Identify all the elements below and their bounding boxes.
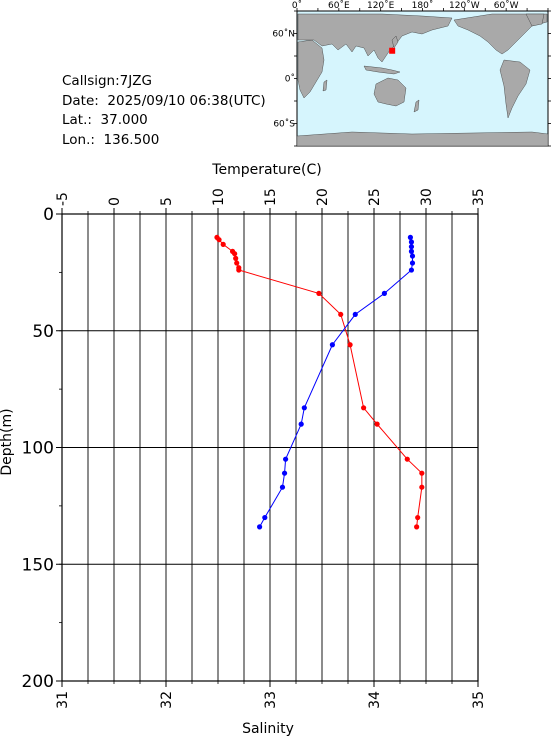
temperature-data-point [361, 405, 367, 411]
temperature-data-point [347, 342, 353, 348]
temperature-tick-label: 30 [419, 188, 435, 206]
land-indonesia [363, 65, 401, 75]
land-japan [391, 35, 399, 49]
depth-axis-label: Depth(m) [0, 408, 15, 475]
salinity-profile-line [259, 237, 413, 528]
temperature-tick-label: 35 [471, 188, 487, 206]
temperature-tick-label: 20 [315, 188, 331, 206]
salinity-data-point [408, 248, 415, 254]
temperature-data-point [316, 290, 322, 296]
location-map: 0˚ 60˚E 120˚E 180˚ 120˚W 60˚W 60˚N 0˚ 60˚S [272, 0, 551, 147]
salinity-data-point [279, 484, 286, 490]
depth-ticks: 0 50 100 150 200 [22, 205, 62, 692]
land-new-zealand [413, 99, 420, 113]
temperature-ticks: -5 0 5 10 15 20 25 30 35 [55, 188, 487, 214]
salinity-data-point [281, 470, 288, 476]
salinity-data-point [409, 260, 416, 266]
temperature-tick-label: 15 [263, 188, 279, 206]
temperature-data-point [374, 421, 380, 427]
land-africa [297, 39, 325, 99]
map-latitude-label: 60˚S [273, 119, 295, 130]
map-latitude-label: 0˚ [285, 74, 295, 85]
depth-tick-label: 0 [43, 205, 54, 225]
salinity-axis-label: Salinity [242, 721, 294, 736]
temperature-data-point [232, 251, 238, 257]
temperature-data-point [419, 470, 425, 476]
temperature-data-point [220, 241, 226, 247]
temperature-data-point [419, 484, 425, 490]
land-eurasia [297, 13, 453, 63]
temperature-data-point [414, 524, 420, 530]
station-marker [389, 47, 396, 54]
profile-chart: -5 0 5 10 15 20 25 30 35 31 32 33 34 35 050100150200… [0, 162, 487, 736]
chart-grid [62, 214, 478, 681]
salinity-data-point [301, 405, 307, 411]
temperature-tick-label: 5 [159, 197, 175, 206]
temperature-data-point [216, 237, 222, 243]
chart-series [214, 234, 425, 530]
map-longitude-label: 0˚ [292, 0, 302, 11]
date-text: Date: 2025/09/10 06:38(UTC) [62, 92, 266, 109]
longitude-text: Lon.: 136.500 [62, 131, 160, 148]
salinity-data-point [283, 456, 289, 462]
temperature-profile-line [216, 237, 423, 527]
salinity-tick-label: 31 [55, 691, 71, 709]
temperature-tick-label: 25 [367, 188, 383, 206]
salinity-data-point [381, 290, 387, 296]
salinity-data-point [257, 524, 263, 530]
land-greenland [525, 13, 545, 27]
salinity-tick-label: 34 [367, 691, 383, 709]
temperature-tick-label: 10 [211, 188, 227, 206]
salinity-data-point [298, 421, 304, 427]
salinity-data-point [408, 244, 415, 250]
temperature-data-point [234, 260, 240, 266]
salinity-data-point [408, 239, 415, 245]
map-land [296, 13, 549, 147]
map-longitude-label: 60˚E [328, 0, 350, 11]
map-longitude-label: 120˚E [367, 0, 395, 11]
depth-tick-label: 100 [22, 439, 54, 459]
salinity-data-point [408, 267, 415, 273]
map-longitude-label: 180˚ [412, 0, 434, 11]
depth-tick-label: 200 [22, 672, 54, 692]
salinity-data-point [262, 514, 268, 521]
map-latitude-label: 60˚N [272, 29, 295, 40]
temperature-data-point [415, 514, 421, 521]
temperature-tick-label: -5 [55, 192, 71, 206]
temperature-data-point [236, 267, 242, 273]
depth-tick-label: 50 [32, 322, 54, 342]
land-australia [373, 77, 407, 107]
salinity-tick-label: 35 [471, 691, 487, 709]
temperature-tick-label: 0 [107, 197, 123, 206]
salinity-data-point [407, 234, 413, 240]
map-left-labels: 60˚N 0˚ 60˚S [272, 29, 295, 130]
callsign-text: Callsign:7JZG [62, 73, 152, 89]
salinity-data-point [329, 342, 335, 348]
temperature-data-point [233, 255, 239, 261]
map-longitude-label: 60˚W [494, 0, 519, 11]
map-longitude-label: 120˚W [449, 0, 480, 11]
land-madagascar [322, 79, 328, 92]
salinity-tick-label: 32 [159, 691, 175, 709]
temperature-data-point [338, 311, 344, 318]
salinity-data-point [352, 311, 358, 318]
temperature-data-point [404, 456, 410, 462]
land-north-america [453, 13, 548, 55]
land-south-america [499, 59, 531, 119]
map-ticks [294, 8, 551, 147]
temperature-axis-label: Temperature(C) [211, 162, 321, 178]
salinity-data-point [409, 253, 416, 259]
land-antarctica [296, 131, 549, 147]
salinity-ticks: 31 32 33 34 35 [55, 681, 487, 709]
latitude-text: Lat.: 37.000 [62, 112, 148, 128]
salinity-tick-label: 33 [263, 691, 279, 709]
map-top-labels: 0˚ 60˚E 120˚E 180˚ 120˚W 60˚W [292, 0, 519, 11]
station-info: Callsign:7JZG Date: 2025/09/10 06:38(UTC… [62, 72, 266, 150]
depth-tick-label: 150 [22, 555, 54, 575]
